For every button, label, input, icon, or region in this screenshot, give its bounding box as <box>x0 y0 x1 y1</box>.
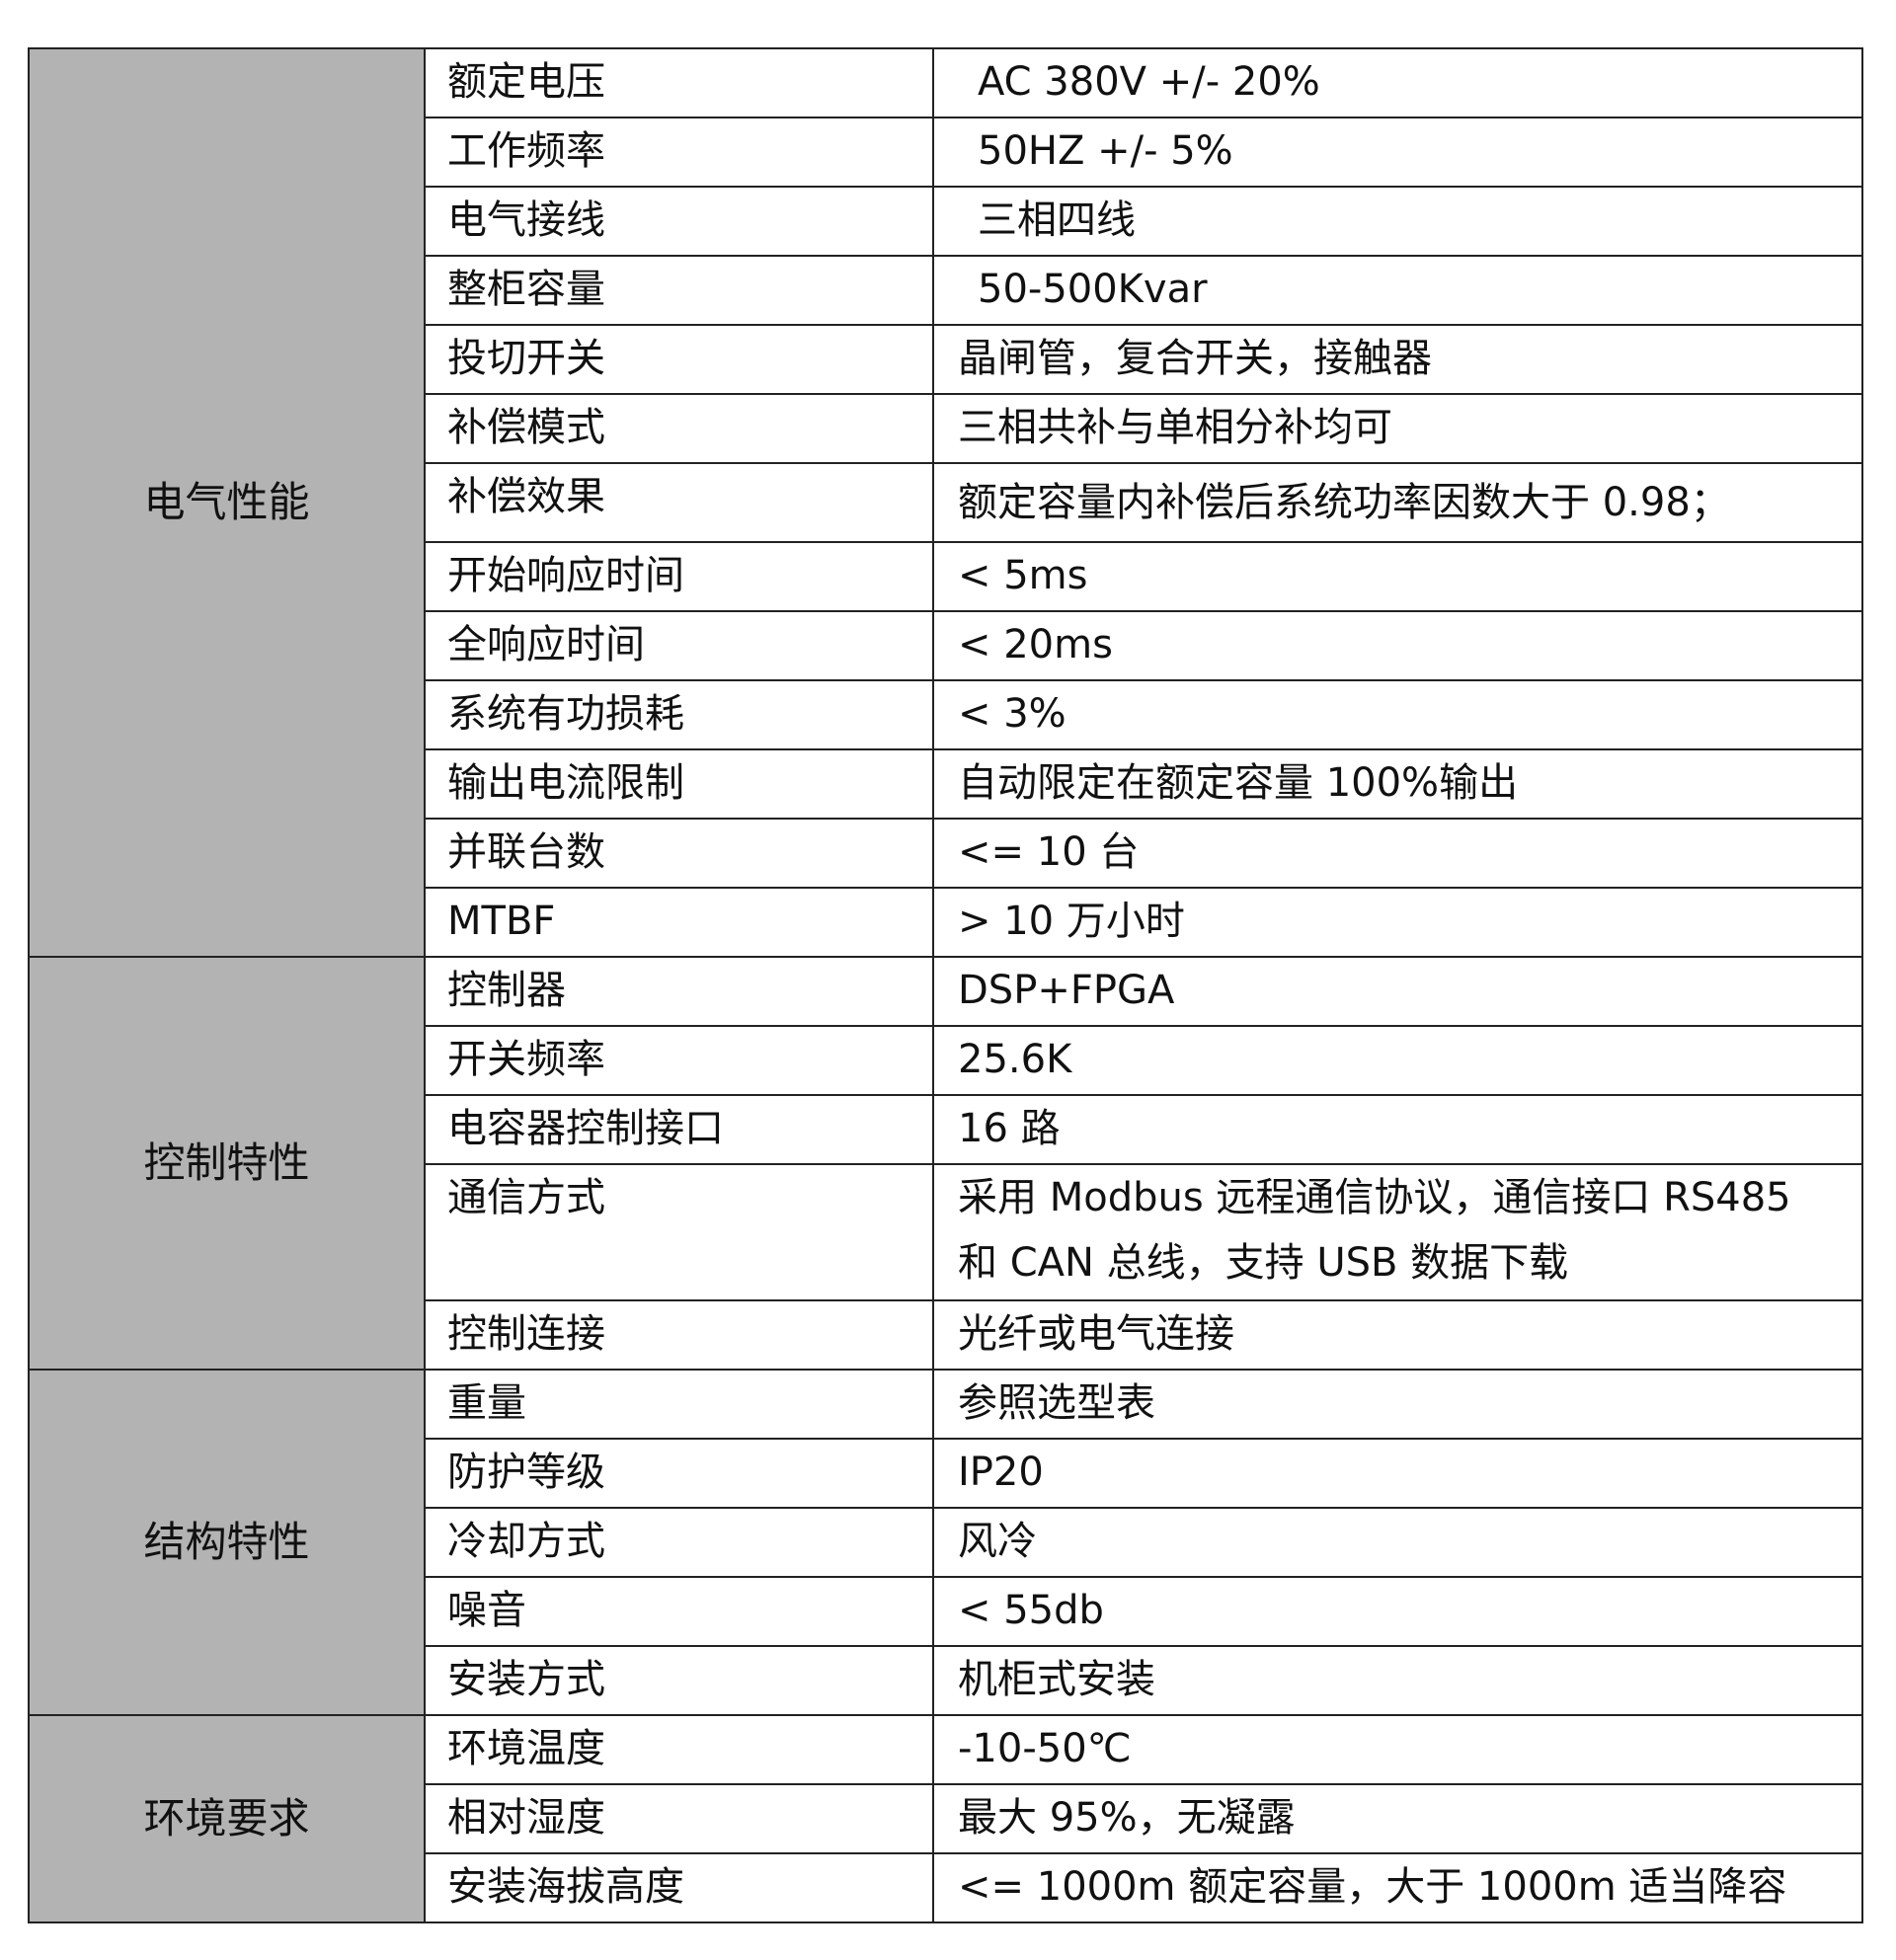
category-cell: 环境要求 <box>28 1714 426 1923</box>
spec-label: 相对湿度 <box>424 1783 934 1854</box>
table-row: 防护等级 IP20 <box>29 1438 1863 1509</box>
category-cell: 结构特性 <box>28 1369 426 1716</box>
spec-label: 通信方式 <box>424 1163 934 1301</box>
table-row: 通信方式 采用 Modbus 远程通信协议，通信接口 RS485 和 CAN 总线… <box>29 1163 1863 1301</box>
spec-value: > 10 万小时 <box>932 887 1863 958</box>
table-row: 结构特性 重量 参照选型表 <box>28 1369 1863 1716</box>
spec-label: 电容器控制接口 <box>424 1094 934 1165</box>
category-cell: 控制特性 <box>28 956 426 1371</box>
spec-value: 最大 95%，无凝露 <box>932 1783 1863 1854</box>
table-row: 控制特性 控制器 DSP+FPGA <box>28 956 1863 1371</box>
table-row: 电气性能 额定电压 AC 380V +/- 20% <box>28 47 1863 958</box>
spec-value: 50HZ +/- 5% <box>932 117 1863 188</box>
table-row: 补偿模式 三相共补与单相分补均可 <box>29 393 1863 464</box>
spec-label: 补偿效果 <box>424 462 934 543</box>
spec-label: MTBF <box>424 887 934 958</box>
table-row: 开始响应时间 < 5ms <box>29 541 1863 612</box>
table-row: 安装海拔高度 <= 1000m 额定容量，大于 1000m 适当降容 <box>29 1852 1863 1923</box>
spec-label: 全响应时间 <box>424 610 934 681</box>
spec-label: 开始响应时间 <box>424 541 934 612</box>
spec-value: <= 1000m 额定容量，大于 1000m 适当降容 <box>932 1852 1863 1923</box>
spec-value: 风冷 <box>932 1507 1863 1578</box>
spec-label: 额定电压 <box>424 47 934 118</box>
table-row: 噪音 < 55db <box>29 1576 1863 1647</box>
spec-label: 噪音 <box>424 1576 934 1647</box>
table-row: 相对湿度 最大 95%，无凝露 <box>29 1783 1863 1854</box>
table-row: 电容器控制接口 16 路 <box>29 1094 1863 1165</box>
spec-label: 冷却方式 <box>424 1507 934 1578</box>
spec-label: 补偿模式 <box>424 393 934 464</box>
spec-value: IP20 <box>932 1438 1863 1509</box>
spec-label: 控制器 <box>424 956 934 1027</box>
spec-value: 光纤或电气连接 <box>932 1299 1863 1371</box>
table-row: 投切开关 晶闸管，复合开关，接触器 <box>29 324 1863 395</box>
spec-value: 额定容量内补偿后系统功率因数大于 0.98； <box>932 462 1863 543</box>
spec-value: 机柜式安装 <box>932 1645 1863 1716</box>
spec-value: 25.6K <box>932 1025 1863 1096</box>
spec-value: 参照选型表 <box>932 1369 1863 1440</box>
spec-value: 16 路 <box>932 1094 1863 1165</box>
spec-label: 整柜容量 <box>424 255 934 326</box>
spec-value: < 55db <box>932 1576 1863 1647</box>
spec-value: 晶闸管，复合开关，接触器 <box>932 324 1863 395</box>
table-row: 开关频率 25.6K <box>29 1025 1863 1096</box>
spec-label: 开关频率 <box>424 1025 934 1096</box>
spec-value: < 5ms <box>932 541 1863 612</box>
spec-label: 工作频率 <box>424 117 934 188</box>
table-row: 全响应时间 < 20ms <box>29 610 1863 681</box>
table-row: 工作频率 50HZ +/- 5% <box>29 117 1863 188</box>
spec-value: < 3% <box>932 679 1863 750</box>
table-row: MTBF > 10 万小时 <box>29 887 1863 958</box>
spec-label: 控制连接 <box>424 1299 934 1371</box>
spec-value: <= 10 台 <box>932 818 1863 889</box>
spec-label: 重量 <box>424 1369 934 1440</box>
spec-label: 安装海拔高度 <box>424 1852 934 1923</box>
table-row: 输出电流限制 自动限定在额定容量 100%输出 <box>29 748 1863 820</box>
spec-value: -10-50℃ <box>932 1714 1863 1785</box>
spec-label: 环境温度 <box>424 1714 934 1785</box>
table-row: 整柜容量 50-500Kvar <box>29 255 1863 326</box>
spec-value: AC 380V +/- 20% <box>932 47 1863 118</box>
spec-label: 系统有功损耗 <box>424 679 934 750</box>
spec-label: 投切开关 <box>424 324 934 395</box>
table-row: 冷却方式 风冷 <box>29 1507 1863 1578</box>
spec-value: 采用 Modbus 远程通信协议，通信接口 RS485 和 CAN 总线，支持 … <box>932 1163 1863 1301</box>
table-row: 并联台数 <= 10 台 <box>29 818 1863 889</box>
spec-value: 三相四线 <box>932 186 1863 257</box>
spec-label: 安装方式 <box>424 1645 934 1716</box>
table-row: 环境要求 环境温度 -10-50℃ <box>28 1714 1863 1923</box>
spec-label: 并联台数 <box>424 818 934 889</box>
table-row: 安装方式 机柜式安装 <box>29 1645 1863 1716</box>
spec-value: < 20ms <box>932 610 1863 681</box>
spec-value: 50-500Kvar <box>932 255 1863 326</box>
spec-label: 电气接线 <box>424 186 934 257</box>
table-row: 系统有功损耗 < 3% <box>29 679 1863 750</box>
spec-value: 自动限定在额定容量 100%输出 <box>932 748 1863 820</box>
table-row: 补偿效果 额定容量内补偿后系统功率因数大于 0.98； <box>29 462 1863 543</box>
table-row: 控制连接 光纤或电气连接 <box>29 1299 1863 1371</box>
category-cell: 电气性能 <box>28 47 426 958</box>
spec-table-body: 电气性能 额定电压 AC 380V +/- 20% 工作频率 50HZ +/- 5% 电气… <box>28 47 1863 1923</box>
spec-label: 防护等级 <box>424 1438 934 1509</box>
spec-value: 三相共补与单相分补均可 <box>932 393 1863 464</box>
spec-value: DSP+FPGA <box>932 956 1863 1027</box>
spec-label: 输出电流限制 <box>424 748 934 820</box>
table-row: 电气接线 三相四线 <box>29 186 1863 257</box>
spec-table: 电气性能 额定电压 AC 380V +/- 20% 工作频率 50HZ +/- 5% 电气… <box>28 47 1863 1923</box>
